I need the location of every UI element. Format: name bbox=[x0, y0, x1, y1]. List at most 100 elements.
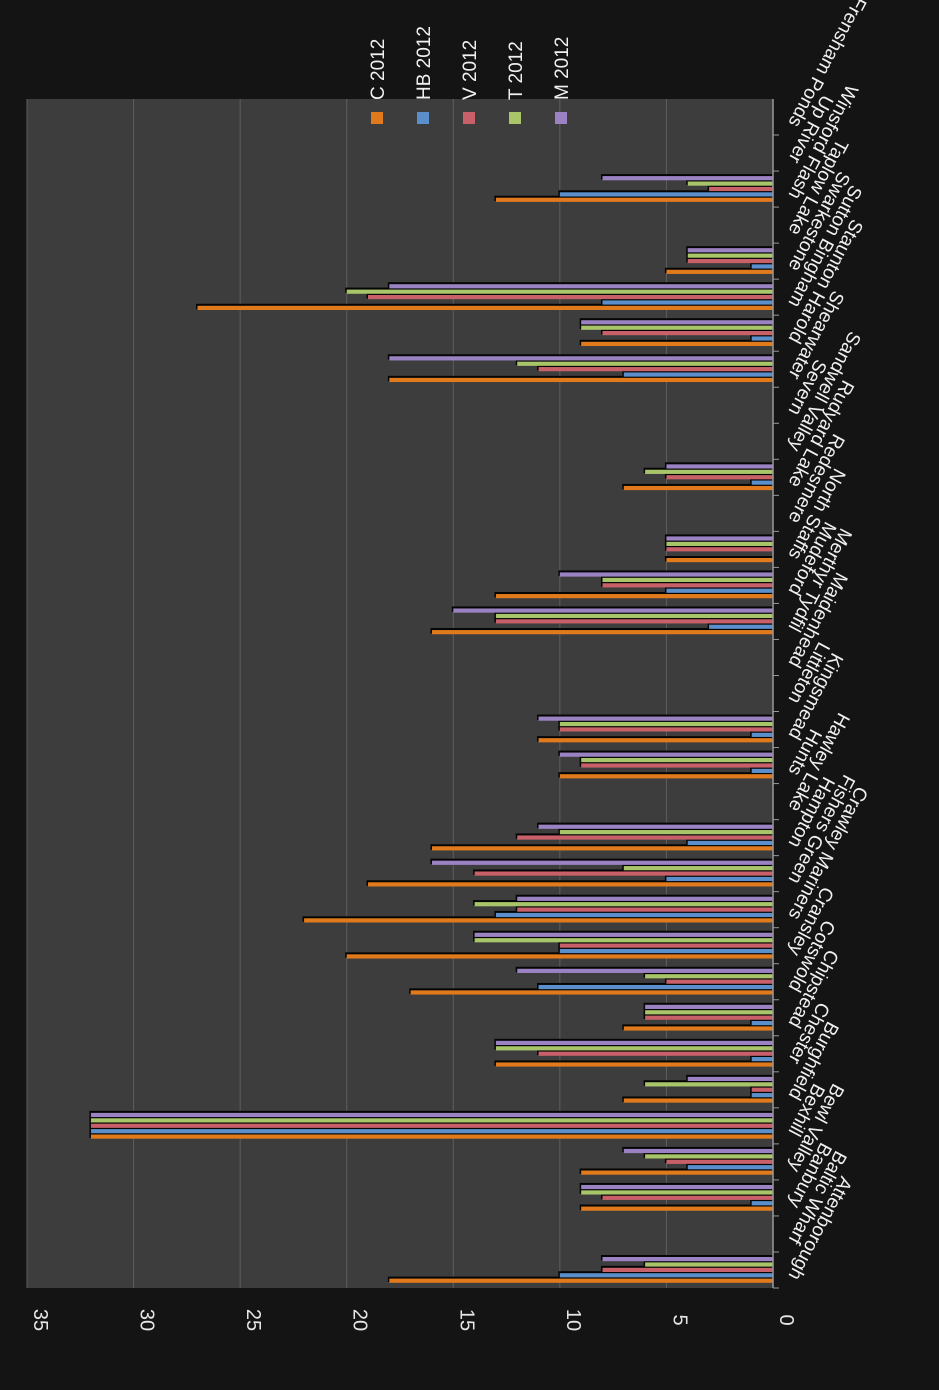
bar-m-2012 bbox=[389, 284, 773, 289]
bar-hb-2012 bbox=[559, 948, 773, 954]
bar-v-2012 bbox=[559, 943, 773, 948]
value-axis: 0 5 10 15 20 25 30 35 bbox=[29, 99, 797, 1331]
bar-m-2012 bbox=[645, 1004, 773, 1009]
legend: C 2012 HB 2012 V 2012 T 2012 M 2012 bbox=[368, 26, 573, 124]
bar-c-2012 bbox=[495, 594, 773, 599]
bar-t-2012 bbox=[645, 974, 773, 979]
bar-c-2012 bbox=[581, 1206, 773, 1211]
bar-c-2012 bbox=[90, 1134, 773, 1139]
bar-hb-2012 bbox=[751, 480, 773, 485]
bar-t-2012 bbox=[645, 1010, 773, 1015]
bar-c-2012 bbox=[623, 1026, 773, 1031]
legend-swatch bbox=[555, 112, 567, 124]
bar-m-2012 bbox=[666, 536, 773, 541]
bar-hb-2012 bbox=[751, 1057, 773, 1062]
bar-v-2012 bbox=[645, 1015, 773, 1020]
bar-t-2012 bbox=[346, 289, 773, 294]
bar-t-2012 bbox=[687, 253, 773, 258]
bar-m-2012 bbox=[623, 1148, 773, 1154]
bar-c-2012 bbox=[304, 918, 773, 923]
bar-c-2012 bbox=[666, 269, 773, 274]
bar-t-2012 bbox=[474, 902, 773, 907]
value-tick-label: 5 bbox=[668, 1314, 690, 1325]
bar-v-2012 bbox=[368, 294, 773, 300]
bar-c-2012 bbox=[389, 377, 773, 383]
bar-c-2012 bbox=[581, 1170, 773, 1175]
bar-t-2012 bbox=[602, 577, 773, 583]
bar-m-2012 bbox=[581, 320, 773, 325]
bar-c-2012 bbox=[495, 1062, 773, 1067]
bar-m-2012 bbox=[517, 896, 773, 901]
bar-m-2012 bbox=[602, 1257, 773, 1262]
bar-t-2012 bbox=[495, 613, 773, 619]
bar-hb-2012 bbox=[751, 732, 773, 737]
bar-m-2012 bbox=[666, 464, 773, 469]
bar-m-2012 bbox=[538, 716, 773, 721]
bar-v-2012 bbox=[538, 367, 773, 372]
bar-t-2012 bbox=[559, 830, 773, 835]
bar-t-2012 bbox=[687, 181, 773, 186]
bar-m-2012 bbox=[453, 608, 773, 613]
bar-v-2012 bbox=[666, 979, 773, 984]
bar-hb-2012 bbox=[687, 840, 773, 846]
bar-t-2012 bbox=[581, 325, 773, 330]
bar-hb-2012 bbox=[666, 588, 773, 593]
legend-label: HB 2012 bbox=[414, 26, 435, 100]
bar-t-2012 bbox=[517, 361, 773, 366]
bar-t-2012 bbox=[495, 1046, 773, 1051]
value-tick-label: 30 bbox=[136, 1309, 158, 1331]
bar-t-2012 bbox=[666, 541, 773, 546]
bar-hb-2012 bbox=[709, 624, 773, 629]
bar-t-2012 bbox=[90, 1118, 773, 1123]
value-tick-label: 35 bbox=[29, 1309, 51, 1331]
bar-v-2012 bbox=[751, 1087, 773, 1092]
bar-v-2012 bbox=[602, 1195, 773, 1200]
bar-t-2012 bbox=[581, 757, 773, 763]
bar-c-2012 bbox=[346, 954, 773, 959]
bar-v-2012 bbox=[602, 331, 773, 336]
bar-v-2012 bbox=[687, 258, 773, 264]
legend-swatch bbox=[417, 112, 429, 124]
bar-t-2012 bbox=[559, 721, 773, 727]
bar-c-2012 bbox=[389, 1278, 773, 1283]
bar-m-2012 bbox=[687, 248, 773, 253]
bar-v-2012 bbox=[495, 619, 773, 624]
bar-m-2012 bbox=[602, 176, 773, 181]
bar-t-2012 bbox=[645, 1154, 773, 1159]
plot-area bbox=[27, 99, 773, 1288]
bar-hb-2012 bbox=[751, 336, 773, 341]
bar-c-2012 bbox=[538, 738, 773, 743]
bar-m-2012 bbox=[431, 860, 773, 865]
value-tick-label: 20 bbox=[349, 1309, 371, 1331]
value-tick-label: 15 bbox=[455, 1309, 477, 1331]
bar-c-2012 bbox=[431, 630, 773, 635]
bar-m-2012 bbox=[90, 1112, 773, 1118]
bar-c-2012 bbox=[368, 882, 773, 887]
bar-t-2012 bbox=[645, 1082, 773, 1087]
bar-c-2012 bbox=[559, 774, 773, 779]
bar-c-2012 bbox=[197, 305, 773, 310]
bar-m-2012 bbox=[389, 356, 773, 361]
bars bbox=[89, 174, 773, 1283]
bar-v-2012 bbox=[538, 1051, 773, 1056]
bar-m-2012 bbox=[559, 752, 773, 757]
bar-t-2012 bbox=[581, 1190, 773, 1195]
bar-c-2012 bbox=[666, 557, 773, 563]
bar-t-2012 bbox=[623, 866, 773, 871]
bar-hb-2012 bbox=[751, 1201, 773, 1206]
legend-swatch bbox=[463, 112, 475, 124]
bar-t-2012 bbox=[474, 938, 773, 943]
bar-v-2012 bbox=[602, 1267, 773, 1272]
bar-m-2012 bbox=[474, 932, 773, 937]
bar-c-2012 bbox=[623, 1098, 773, 1103]
bar-c-2012 bbox=[495, 197, 773, 202]
legend-label: T 2012 bbox=[506, 41, 527, 100]
bar-v-2012 bbox=[517, 835, 773, 840]
bar-v-2012 bbox=[666, 547, 773, 552]
bar-v-2012 bbox=[602, 583, 773, 588]
bar-hb-2012 bbox=[90, 1129, 773, 1134]
legend-label: M 2012 bbox=[552, 37, 573, 100]
bar-v-2012 bbox=[474, 871, 773, 876]
bar-hb-2012 bbox=[559, 192, 773, 197]
